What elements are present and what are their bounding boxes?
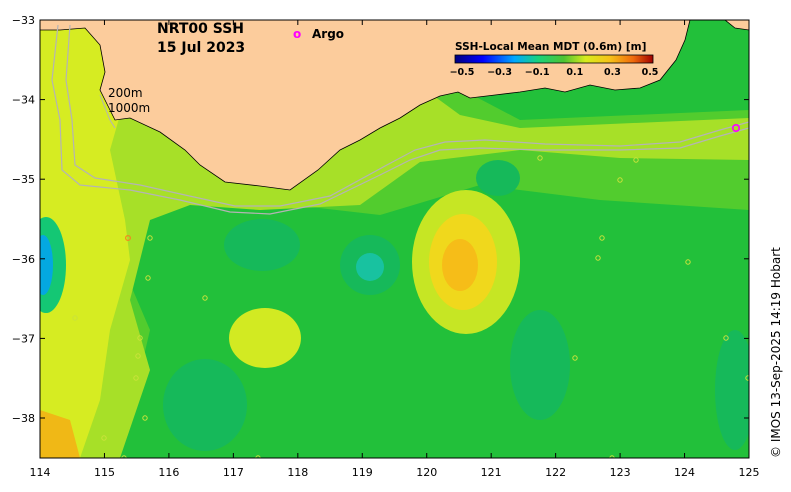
float-markers <box>72 155 749 458</box>
ssh-eddy-6 <box>715 330 749 450</box>
map-title: NRT00 SSH <box>157 21 244 37</box>
x-axis: 114 115 116 117 118 119 120 121 122 123 124 125 <box>30 20 760 479</box>
colorbar-ticks: −0.5 −0.3 −0.1 0.1 0.3 0.5 <box>450 67 659 78</box>
x-tick-label: 124 <box>674 466 695 479</box>
x-tick-label: 116 <box>158 466 179 479</box>
colorbar-tick-label: −0.5 <box>450 67 475 78</box>
ssh-eddy-5 <box>510 310 570 420</box>
ssh-blob-southwest <box>40 410 80 458</box>
argo-legend-marker: o <box>293 27 301 41</box>
x-tick-label: 117 <box>223 466 244 479</box>
ssh-eddy-1 <box>224 219 300 271</box>
float-marker-orange <box>124 235 131 242</box>
ssh-eddy-3 <box>476 160 520 196</box>
ssh-eddy-2-core <box>356 253 384 281</box>
colorbar-tick-label: 0.3 <box>604 67 621 78</box>
x-tick-label: 125 <box>739 466 760 479</box>
x-tick-label: 123 <box>610 466 631 479</box>
colorbar-tick-label: 0.5 <box>642 67 659 78</box>
imos-credit: © IMOS 13-Sep-2025 14:19 Hobart <box>769 247 783 458</box>
isobath-200m <box>65 24 749 207</box>
colorbar-tick-label: −0.1 <box>525 67 550 78</box>
y-tick-label: −36 <box>12 253 35 266</box>
y-tick-label: −35 <box>12 173 35 186</box>
ssh-high-core <box>442 239 478 291</box>
x-tick-label: 120 <box>416 466 437 479</box>
y-tick-label: −34 <box>12 94 35 107</box>
colorbar-title: SSH-Local Mean MDT (0.6m) [m] <box>455 41 646 53</box>
ssh-field <box>40 20 749 458</box>
x-tick-label: 114 <box>30 466 51 479</box>
ssh-low-west-inner <box>40 235 53 295</box>
x-tick-label: 115 <box>94 466 115 479</box>
isobath-1000m <box>51 24 749 215</box>
plot-frame <box>39 19 750 459</box>
colorbar <box>454 54 654 64</box>
land-corner-northeast <box>724 20 749 31</box>
ssh-eddy-4 <box>163 359 247 451</box>
isobath-label-1000m: 1000m <box>108 101 150 115</box>
x-tick-label: 121 <box>481 466 502 479</box>
argo-float[interactable] <box>731 124 740 133</box>
argo-legend-label: Argo <box>312 27 344 41</box>
isobath-label-200m: 200m <box>108 86 143 100</box>
y-tick-label: −38 <box>12 412 35 425</box>
ssh-blob-south <box>229 308 301 368</box>
y-axis: −33 −34 −35 −36 −37 −38 <box>12 14 749 425</box>
ssh-band-west <box>40 20 160 458</box>
map-date: 15 Jul 2023 <box>157 40 245 56</box>
colorbar-tick-label: −0.3 <box>487 67 512 78</box>
x-tick-label: 118 <box>287 466 308 479</box>
y-tick-label: −33 <box>12 14 35 27</box>
x-tick-label: 119 <box>352 466 373 479</box>
colorbar-tick-label: 0.1 <box>566 67 583 78</box>
isobath-west-fragment <box>99 94 116 129</box>
x-tick-label: 122 <box>545 466 566 479</box>
y-tick-label: −37 <box>12 332 35 345</box>
